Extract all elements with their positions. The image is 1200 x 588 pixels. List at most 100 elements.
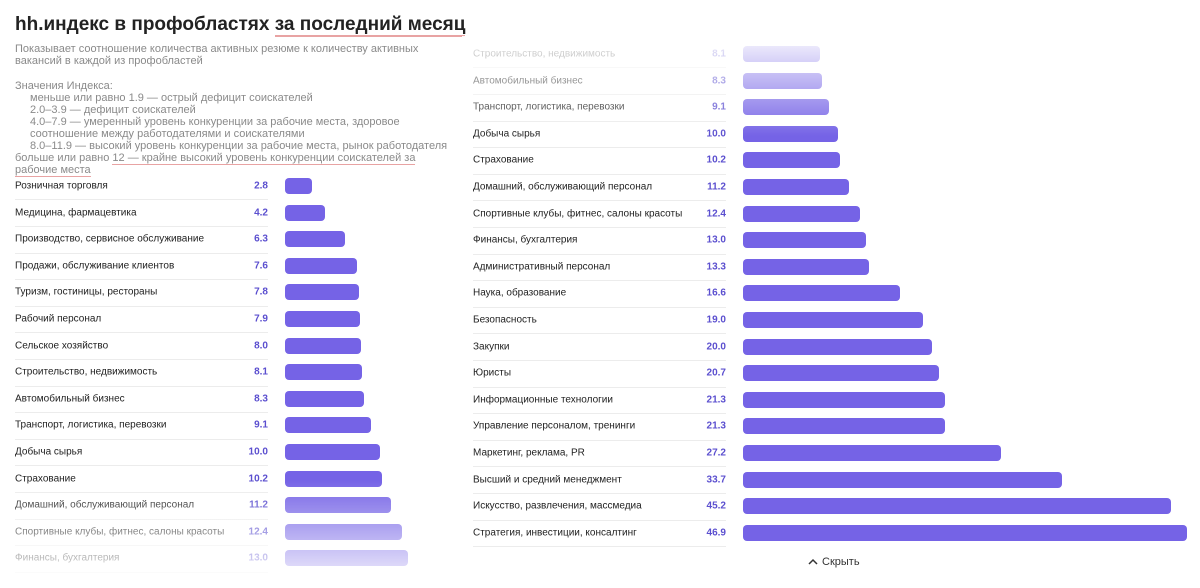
value-label: 8.3 (254, 393, 268, 405)
row-divider (473, 200, 726, 202)
bar (743, 285, 901, 302)
legend-item: 8.0–11.9 — высокий уровень конкуренции з… (30, 140, 448, 152)
category-label: Рабочий персонал (15, 313, 102, 325)
value-label: 13.0 (706, 234, 726, 246)
category-label: Юристы (473, 367, 512, 379)
category-label: Административный персонал (473, 261, 611, 273)
value-label: 8.1 (254, 366, 268, 378)
title-highlight: за последний месяц (274, 14, 466, 37)
value-label: 21.3 (706, 394, 726, 406)
row-divider (473, 253, 726, 255)
legend-prefix: больше или равно (15, 152, 110, 164)
category-label: Продажи, обслуживание клиентов (15, 260, 175, 272)
value-label: 7.9 (254, 313, 268, 325)
value-label: 4.2 (254, 207, 268, 219)
category-label: Автомобильный бизнес (15, 393, 125, 405)
category-label: Сельское хозяйство (15, 340, 109, 352)
value-label: 20.7 (706, 367, 726, 379)
bar (285, 204, 325, 221)
category-label: Домашний, обслуживающий персонал (473, 181, 653, 193)
legend-title: Значения Индекса: (15, 80, 113, 92)
value-label: 8.0 (254, 340, 268, 352)
value-label: 10.0 (248, 446, 268, 458)
category-label: Закупки (473, 341, 510, 353)
value-label: 21.3 (706, 420, 726, 432)
category-label: Искусство, развлечения, массмедиа (473, 500, 642, 512)
value-label: 6.3 (254, 233, 268, 245)
legend-item: больше или равно 12 — крайне высокий уро… (15, 152, 460, 177)
category-label: Финансы, бухгалтерия (473, 234, 578, 246)
row-divider (473, 439, 726, 441)
value-label: 10.2 (706, 154, 726, 166)
bar (743, 418, 945, 435)
category-label: Добыча сырья (15, 446, 83, 458)
row-divider (473, 359, 726, 361)
row-divider (473, 492, 726, 494)
row-divider (473, 466, 726, 468)
row-divider (15, 252, 268, 254)
hide-label[interactable]: Скрыть (822, 556, 860, 568)
value-label: 16.6 (706, 287, 726, 299)
value-label: 9.1 (254, 419, 268, 431)
category-label: Страхование (15, 473, 76, 485)
category-label: Управление персоналом, тренинги (473, 420, 636, 432)
legend: Значения Индекса: меньше или равно 1.9 —… (15, 80, 460, 177)
bar (743, 152, 840, 169)
value-label: 27.2 (706, 447, 726, 459)
description: Показывает соотношение количества активн… (15, 43, 419, 67)
value-label: 2.8 (254, 180, 268, 192)
bar (743, 445, 1001, 461)
row-divider (15, 465, 268, 467)
bar (285, 257, 357, 274)
row-divider (15, 412, 268, 414)
row-divider (15, 305, 268, 307)
category-label: Высший и средний менеджмент (473, 474, 622, 486)
fade (0, 480, 470, 588)
bar (743, 232, 867, 249)
bar (743, 205, 861, 222)
row-divider (473, 173, 726, 175)
category-label: Спортивные клубы, фитнес, салоны красоты (473, 208, 683, 220)
category-label: Туризм, гостиницы, рестораны (15, 286, 158, 298)
value-label: 7.6 (254, 260, 268, 272)
bar (285, 311, 360, 327)
bar (743, 391, 945, 408)
bar (743, 365, 939, 382)
hide-button[interactable]: Скрыть (808, 556, 860, 568)
row-divider (15, 199, 268, 201)
bar (743, 312, 923, 328)
category-label: Информационные технологии (473, 394, 613, 406)
row-divider (15, 358, 268, 360)
row-divider (15, 225, 268, 227)
category-label: Стратегия, инвестиции, консалтинг (473, 527, 637, 539)
legend-highlight: 12 — крайне высокий уровень конкуренции … (15, 152, 416, 177)
row-divider (473, 519, 726, 521)
value-label: 33.7 (706, 474, 726, 486)
row-divider (473, 386, 726, 388)
row-divider (15, 279, 268, 281)
category-label: Производство, сервисное обслуживание (15, 233, 205, 245)
bar (285, 364, 362, 381)
bar (743, 498, 1171, 515)
legend-item: меньше или равно 1.9 — острый дефицит со… (30, 92, 313, 104)
value-label: 19.0 (706, 314, 726, 326)
bar (743, 338, 933, 355)
title-main: hh.индекс в профобластях (15, 14, 270, 35)
bar (285, 417, 372, 434)
category-label: Медицина, фармацевтика (15, 207, 137, 219)
category-label: Наука, образование (473, 287, 567, 299)
category-label: Строительство, недвижимость (15, 366, 158, 378)
row-divider (473, 280, 726, 282)
value-label: 46.9 (706, 527, 726, 539)
category-label: Розничная торговля (15, 180, 108, 192)
bar (285, 444, 380, 460)
legend-item: 4.0–7.9 — умеренный уровень конкуренции … (30, 116, 400, 140)
bar (743, 471, 1063, 488)
category-label: Маркетинг, реклама, PR (473, 447, 585, 459)
row-divider (473, 306, 726, 308)
bar (285, 337, 361, 354)
value-label: 20.0 (706, 341, 726, 353)
value-label: 12.4 (706, 208, 726, 220)
bar (285, 231, 345, 248)
row-divider (473, 546, 726, 548)
